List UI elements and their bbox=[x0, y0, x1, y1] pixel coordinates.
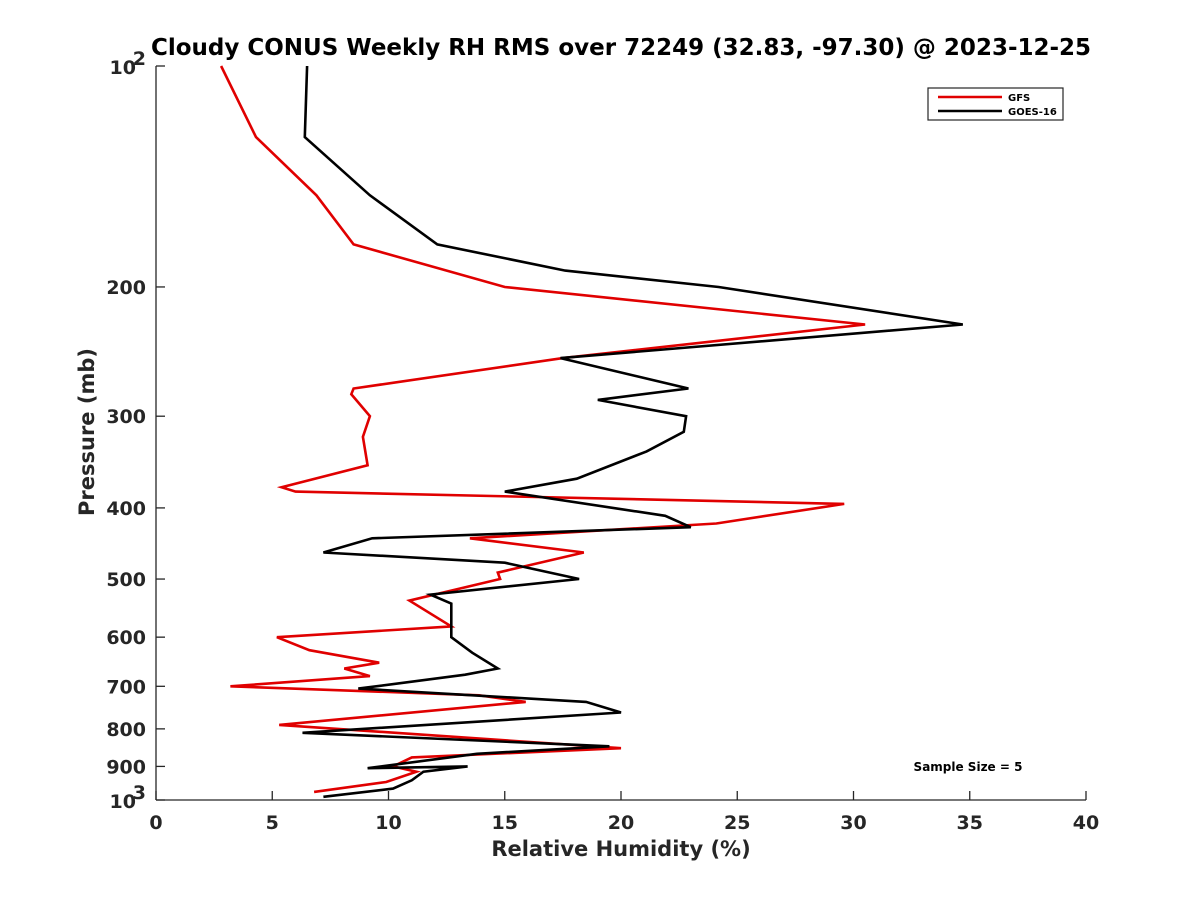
y-tick-label: 10 bbox=[110, 791, 136, 813]
legend: GFS GOES-16 bbox=[927, 87, 1064, 121]
x-tick-label: 35 bbox=[957, 812, 983, 834]
y-tick-label: 700 bbox=[106, 676, 146, 698]
y-tick-label: 600 bbox=[106, 627, 146, 649]
x-axis-label: Relative Humidity (%) bbox=[491, 837, 750, 861]
x-tick-label: 25 bbox=[724, 812, 750, 834]
legend-box bbox=[927, 87, 1064, 121]
legend-label: GOES-16 bbox=[1008, 107, 1057, 118]
y-tick-exponent: 2 bbox=[133, 48, 146, 70]
y-axis-label: Pressure (mb) bbox=[75, 348, 99, 516]
x-tick-label: 10 bbox=[375, 812, 401, 834]
y-tick-label: 400 bbox=[106, 498, 146, 520]
y-tick-label: 900 bbox=[106, 756, 146, 778]
x-axis-ticks: 0 5 10 15 20 25 30 35 40 bbox=[149, 791, 1099, 834]
y-tick-exponent: 3 bbox=[133, 782, 146, 804]
sample-size-annotation: Sample Size = 5 bbox=[914, 760, 1023, 774]
x-tick-label: 30 bbox=[840, 812, 866, 834]
y-tick-label: 300 bbox=[106, 406, 146, 428]
series-layer bbox=[219, 65, 963, 799]
x-tick-label: 0 bbox=[149, 812, 162, 834]
x-tick-label: 15 bbox=[492, 812, 518, 834]
x-tick-label: 40 bbox=[1073, 812, 1099, 834]
x-tick-label: 20 bbox=[608, 812, 634, 834]
series-line-goes-16 bbox=[302, 65, 963, 799]
chart-title: Cloudy CONUS Weekly RH RMS over 72249 (3… bbox=[151, 35, 1091, 61]
x-tick-label: 5 bbox=[266, 812, 279, 834]
y-tick-label: 200 bbox=[106, 277, 146, 299]
legend-label: GFS bbox=[1008, 93, 1030, 104]
y-tick-label: 500 bbox=[106, 569, 146, 591]
series-line-gfs bbox=[219, 65, 866, 794]
y-tick-label: 10 bbox=[110, 57, 136, 79]
y-tick-label: 800 bbox=[106, 719, 146, 741]
